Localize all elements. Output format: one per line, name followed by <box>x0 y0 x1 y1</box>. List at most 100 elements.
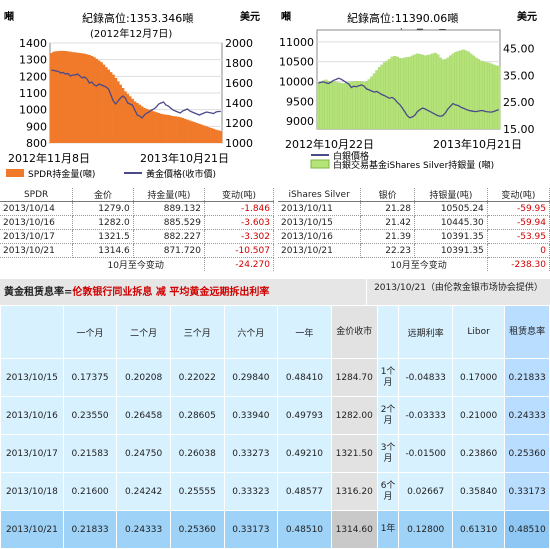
holdings-bar <box>217 130 220 143</box>
holdings-bar <box>100 62 103 143</box>
holdings-bar <box>319 81 323 130</box>
right-axis-unit: 美元 <box>517 10 537 23</box>
holdings-bar <box>157 113 161 143</box>
y-left-tick-label: 10500 <box>279 56 314 69</box>
col-header: 一年 <box>277 305 332 359</box>
table-header-row: SPDR 金价 持金量(吨) 变动(吨) <box>0 188 275 202</box>
cell-value: 0.33323 <box>223 472 279 511</box>
holdings-bar <box>426 55 430 130</box>
cell-change: -3.603 <box>204 215 275 230</box>
col-header: 租赁息率 <box>504 305 550 359</box>
cell-tenor: 2个月 <box>376 396 400 435</box>
cell-value: 0.24750 <box>116 434 171 473</box>
holdings-bar <box>377 67 381 130</box>
holdings-bar <box>360 81 364 130</box>
holdings-bar <box>443 59 448 130</box>
holdings-bar <box>390 56 394 130</box>
holdings-bar <box>188 120 192 143</box>
holdings-bar <box>418 54 422 130</box>
x-start-label: 2012年10月22日 <box>285 137 374 151</box>
y-left-tick-label: 9500 <box>286 95 314 108</box>
cell-holdings: 10391.35 <box>414 229 488 244</box>
holdings-bar <box>119 84 122 143</box>
holdings-bar <box>174 116 177 143</box>
holdings-bar <box>324 79 328 130</box>
holdings-bar <box>181 118 185 143</box>
holdings-bar <box>433 52 437 130</box>
cell-change: -53.95 <box>487 229 550 244</box>
col-header: 三个月 <box>169 305 225 359</box>
record-high-title: 紀錄高位:1353.346噸 <box>82 11 193 25</box>
lease-title-prefix: 黄金租赁息率= <box>4 287 73 298</box>
table-row: 2013/10/14 1279.0 889.132 -1.846 <box>0 201 275 216</box>
col-header: 变动(吨) <box>204 188 275 202</box>
holdings-bar <box>337 82 341 130</box>
holdings-bar <box>431 53 435 130</box>
holdings-bar <box>497 65 501 130</box>
cell-lease-rate: 0.33173 <box>504 472 550 511</box>
cell-value: 0.20208 <box>116 358 171 397</box>
holdings-bar <box>471 55 475 130</box>
cell-holdings: 10445.30 <box>414 215 488 230</box>
y-left-tick-label: 1400 <box>19 37 47 50</box>
holdings-bar <box>193 122 197 143</box>
cell-change: -1.846 <box>204 201 275 216</box>
y-left-tick-label: 1100 <box>19 87 47 100</box>
y-right-tick-label: 35.00 <box>503 69 535 82</box>
cell-value: 0.33273 <box>223 434 279 473</box>
legend-bar-label: SPDR持金量(噸) <box>28 168 95 180</box>
x-end-label: 2013年10月21日 <box>433 137 522 151</box>
holdings-bar <box>403 57 407 130</box>
cell-change: -59.94 <box>487 215 550 230</box>
holdings-bar <box>441 59 445 130</box>
y-left-tick-label: 1300 <box>19 54 47 67</box>
cell-tenor: 1年 <box>376 510 400 549</box>
record-high-date: (2012年12月7日) <box>90 27 172 40</box>
y-left-tick-label: 10000 <box>279 75 314 88</box>
holdings-bar <box>76 52 79 143</box>
holdings-bar <box>372 73 376 130</box>
holdings-bar <box>73 52 77 144</box>
col-header: SPDR <box>0 188 74 202</box>
holdings-bar <box>202 125 206 143</box>
holdings-bar <box>214 129 218 143</box>
cell-change: -3.302 <box>204 229 275 244</box>
holdings-bar <box>143 108 146 143</box>
holdings-bar <box>464 50 468 130</box>
y-right-tick-label: 1800 <box>225 57 253 70</box>
holdings-bar <box>413 54 417 130</box>
holdings-bar <box>104 67 108 143</box>
holdings-bar <box>54 51 58 144</box>
cell-value: 0.48577 <box>277 472 332 511</box>
cell-value: 0.23550 <box>62 396 118 435</box>
col-header: Libor <box>451 305 506 359</box>
cell-gold-close: 1321.50 <box>330 434 378 473</box>
cell-tenor: 1个月 <box>376 358 400 397</box>
y-right-tick-label: 1600 <box>225 77 253 90</box>
holdings-bar <box>69 51 72 143</box>
cell-value: 0.21583 <box>62 434 118 473</box>
holdings-bar <box>66 51 70 144</box>
holdings-bar <box>90 56 94 143</box>
col-header: 六个月 <box>223 305 279 359</box>
holdings-bar <box>190 121 194 143</box>
y-left-tick-label: 11000 <box>279 36 314 49</box>
col-header: 远期利率 <box>398 305 453 359</box>
cell-value: 0.26458 <box>116 396 171 435</box>
col-header: 金价 <box>72 188 134 202</box>
y-left-tick-label: 800 <box>26 137 47 150</box>
table-row: 2013/10/17 1321.5 882.227 -3.302 <box>0 229 275 244</box>
table-row: 2013/10/18 0.21600 0.24242 0.25555 0.333… <box>0 472 550 511</box>
holdings-bar <box>71 52 75 143</box>
cell-value: 0.21833 <box>62 510 118 549</box>
holdings-bar <box>124 91 127 143</box>
holdings-bar <box>405 57 409 130</box>
holdings-bar <box>145 108 149 143</box>
cell-libor: 0.61310 <box>451 510 506 549</box>
y-left-tick-label: 1200 <box>19 70 47 83</box>
cell-price: 21.42 <box>360 215 416 230</box>
holdings-bar <box>78 53 82 143</box>
cell-lease-rate: 0.21833 <box>504 358 550 397</box>
holdings-bar <box>162 114 165 143</box>
col-header: 一个月 <box>62 305 118 359</box>
